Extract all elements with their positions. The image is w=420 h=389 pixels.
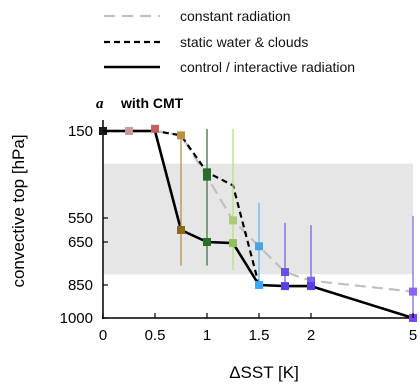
data-marker: [229, 239, 237, 248]
data-marker: [203, 172, 211, 181]
series-line-3: [103, 129, 414, 320]
legend-label-3: control / interactive radiation: [180, 59, 355, 75]
data-marker: [229, 216, 237, 225]
data-marker: [255, 242, 263, 251]
x-tick-label: 2: [307, 327, 315, 344]
data-marker: [203, 168, 211, 177]
legend: constant radiation static water & clouds c…: [104, 8, 355, 75]
legend-label-1: constant radiation: [180, 8, 291, 24]
data-marker: [125, 127, 133, 135]
y-tick-label: 850: [68, 277, 93, 294]
y-tick-label: 150: [68, 123, 93, 140]
x-axis-label: ΔSST [K]: [229, 363, 299, 382]
x-tick-label: 1.5: [249, 327, 270, 344]
y-tick-label: 1000: [60, 310, 93, 327]
data-marker: [151, 124, 159, 133]
data-marker: [307, 282, 315, 291]
data-marker: [255, 281, 263, 289]
y-axis-label: convective top [hPa]: [9, 134, 28, 287]
tick-layer: 150 550 650 850 1000 0 0.5 1 1.5 2 5: [60, 123, 418, 344]
data-marker: [177, 131, 185, 140]
data-marker: [307, 276, 315, 285]
data-marker: [203, 238, 211, 246]
axes: [102, 120, 413, 319]
panel-letter: a: [96, 96, 104, 112]
y-tick-label: 550: [68, 210, 93, 227]
legend-label-2: static water & clouds: [180, 34, 308, 50]
panel-title: with CMT: [120, 95, 184, 111]
data-marker: [281, 268, 289, 277]
shaded-band: [103, 163, 413, 275]
data-marker: [281, 282, 289, 291]
data-marker: [409, 287, 417, 296]
data-marker: [177, 226, 185, 234]
y-tick-label: 650: [68, 234, 93, 251]
x-tick-label: 5: [409, 327, 417, 344]
x-tick-label: 1: [203, 327, 211, 344]
x-tick-label: 0.5: [145, 327, 166, 344]
x-tick-label: 0: [99, 327, 107, 344]
